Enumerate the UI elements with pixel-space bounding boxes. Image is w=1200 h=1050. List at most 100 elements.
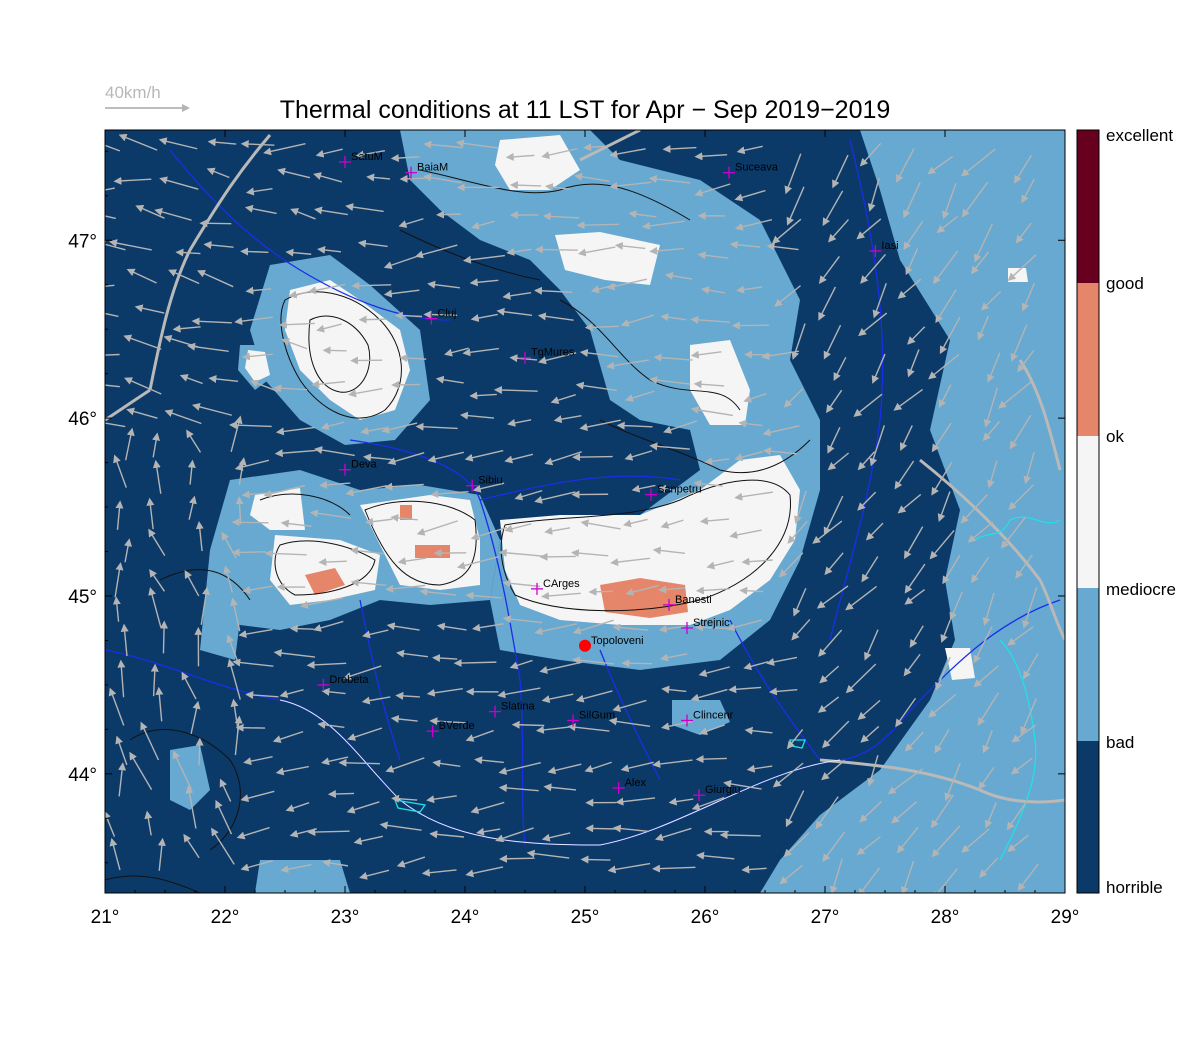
wind-arrow [822,831,846,863]
wind-arrow [322,859,349,867]
wind-arrow [496,307,533,316]
wind-arrow [273,649,316,658]
wind-arrow [124,377,162,395]
wind-arrow [129,751,153,790]
wind-arrow [191,402,233,416]
wind-arrow [462,254,505,264]
wind-arrow [935,656,951,691]
wind-arrow [280,519,312,528]
wind-arrow [936,215,958,234]
wind-arrow [935,289,957,324]
wind-arrow [774,285,801,307]
wind-arrow [983,387,998,428]
wind-arrow [823,324,842,360]
wind-arrow [148,587,162,628]
wind-arrow [436,622,467,631]
wind-arrow [338,758,380,767]
wind-arrow [179,374,203,385]
wind-arrow [980,291,1002,311]
wind-arrow [502,291,532,300]
wind-arrow [321,756,349,766]
y-tick-label: 46° [68,409,97,430]
city-iasi: Iasi [869,240,899,257]
wind-arrow [653,353,693,362]
wind-arrow [1023,451,1035,485]
wind-arrow [279,689,304,698]
wind-arrow [833,356,847,382]
wind-arrow [541,832,571,842]
wind-arrow [155,686,164,722]
wind-arrow [734,189,766,202]
wind-arrow [658,625,684,633]
wind-arrow [869,425,885,467]
wind-arrow [1008,484,1034,511]
wind-arrow [414,244,458,259]
wind-arrow [195,520,204,552]
wind-arrow [1017,863,1039,892]
wind-arrow [186,429,202,453]
city-deva: Deva [339,459,378,476]
wind-arrow [744,726,773,735]
wind-arrow [207,138,237,147]
wind-arrow [699,724,725,735]
wind-arrow [932,250,959,285]
wind-arrow [696,851,735,860]
city-label: SatuM [351,151,383,163]
wind-arrow [1023,653,1039,680]
wind-arrow [499,854,535,863]
wind-arrow [184,570,200,597]
wind-arrow [729,529,762,539]
wind-arrow [1013,154,1032,184]
wind-arrow [648,175,691,184]
wind-arrow [363,453,392,462]
wind-arrow [278,320,315,329]
wind-arrow [357,239,388,248]
wind-arrow [928,693,957,718]
wind-arrow [974,223,993,263]
wind-arrow [818,629,843,657]
wind-arrow [105,810,116,837]
wind-arrow [427,451,464,463]
wind-arrow [390,513,418,522]
city-label: SilGum [579,709,615,721]
wind-arrow [588,587,613,596]
wind-arrow [245,691,279,699]
wind-arrow [932,868,958,893]
wind-arrow [397,557,427,566]
wind-arrow [871,353,886,384]
wind-arrow [973,626,993,664]
wind-arrow [867,177,880,212]
wind-arrow [183,833,200,859]
wind-arrow [977,315,989,341]
wind-arrow [320,421,345,431]
wind-arrow [313,620,344,632]
wind-arrow [396,649,428,658]
wind-arrow [698,666,730,677]
wind-arrow [321,687,346,696]
wind-arrow [857,451,876,471]
wind-arrow [350,578,387,587]
wind-arrow [693,479,723,488]
wind-arrow [113,176,152,185]
city-label: Clincenr [693,709,734,721]
wind-arrow [542,212,580,221]
wind-arrow [105,187,115,191]
wind-arrow [856,836,881,856]
city-label: Topoloveni [591,635,644,647]
wind-arrow [1009,414,1032,450]
wind-arrow [152,459,162,494]
wind-arrow [432,759,461,768]
x-axis: 21° 22° 23° 24° 25° 26° 27° 28° 29° [91,130,1079,928]
wind-arrow [609,181,652,190]
wind-arrow [462,347,499,357]
wind-arrow [241,352,273,361]
wind-arrow [606,278,648,291]
wind-arrow [625,584,660,596]
wind-arrow [982,592,995,626]
wind-arrow [469,278,499,287]
wind-arrow [652,546,686,555]
wind-arrow [235,496,244,525]
wind-arrow [343,665,382,680]
wind-arrow [200,586,210,625]
